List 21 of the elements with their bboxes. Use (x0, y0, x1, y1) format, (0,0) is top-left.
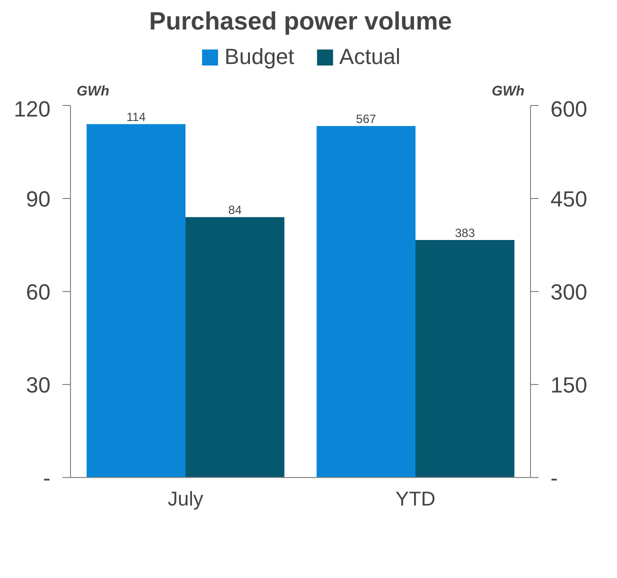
data-label: 114 (126, 110, 146, 124)
y-tick-label: 30 (26, 372, 51, 398)
data-label: 567 (356, 112, 376, 126)
x-tick-label: YTD (396, 488, 436, 510)
data-label: 84 (228, 203, 242, 218)
legend-label: Actual (339, 44, 400, 70)
y2-tick-label: 300 (550, 280, 588, 304)
legend-label: Budget (224, 44, 294, 70)
y2-tick-label: 600 (550, 96, 588, 122)
y-tick-label: - (43, 466, 50, 490)
x-tick-label: July (168, 488, 204, 510)
data-label: 383 (454, 226, 476, 240)
y-tick-label: 60 (26, 280, 51, 304)
y-tick-label: 120 (14, 96, 51, 122)
y2-axis-title: GWh (492, 82, 524, 98)
y2-tick-label: 450 (550, 186, 588, 212)
y-axis-title: GWh (76, 82, 110, 98)
y-tick-label: 90 (26, 186, 51, 212)
y2-tick-label: 150 (550, 372, 588, 398)
chart-title: Purchased power volume (149, 8, 452, 36)
y2-tick-label: - (550, 466, 558, 490)
